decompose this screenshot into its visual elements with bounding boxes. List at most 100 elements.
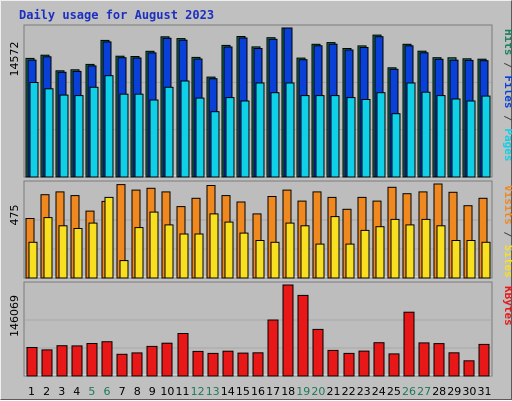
bar-kbytes-day-8	[131, 352, 143, 377]
bar-pages-day-23	[361, 99, 371, 178]
legend-item-hits: Hits	[502, 29, 512, 56]
x-tick-label-17: 17	[266, 385, 280, 398]
bar-pages-day-21	[330, 95, 340, 178]
bar-sites-day-4	[73, 228, 83, 279]
bar-pages-day-3	[59, 94, 69, 178]
bar-kbytes-day-2	[41, 349, 53, 377]
bar-kbytes-day-22	[343, 352, 355, 377]
bar-pages-day-1	[29, 82, 39, 178]
bar-kbytes-day-10	[161, 342, 173, 377]
bar-sites-day-22	[345, 243, 355, 279]
bar-pages-day-31	[481, 95, 491, 178]
bar-pages-day-16	[255, 82, 265, 178]
legend-item-kbytes: KBytes	[502, 286, 512, 326]
x-tick-label-4: 4	[73, 385, 80, 398]
bar-sites-day-15	[239, 232, 249, 279]
legend-item-files: Files	[502, 75, 512, 108]
bar-sites-day-26	[405, 224, 415, 279]
x-tick-label-20: 20	[311, 385, 325, 398]
bar-kbytes-day-7	[116, 353, 128, 377]
bar-sites-day-21	[330, 216, 340, 279]
x-tick-label-22: 22	[342, 385, 356, 398]
panel-hits-files-pages-max-label: 14572	[8, 42, 21, 77]
bar-kbytes-day-14	[222, 350, 234, 377]
bar-pages-day-5	[89, 86, 99, 178]
bar-kbytes-day-4	[71, 345, 83, 377]
bar-pages-day-30	[466, 100, 476, 178]
bar-pages-day-28	[436, 95, 446, 178]
bar-pages-day-8	[134, 93, 144, 178]
legend-separator: /	[502, 225, 512, 245]
x-tick-label-13: 13	[206, 385, 220, 398]
bar-pages-day-20	[315, 95, 325, 178]
legend-item-visits: Visits	[502, 185, 512, 225]
x-tick-label-23: 23	[357, 385, 371, 398]
bar-sites-day-30	[466, 240, 476, 279]
bar-kbytes-day-11	[177, 333, 189, 377]
bar-sites-day-11	[179, 233, 189, 279]
x-tick-label-16: 16	[251, 385, 265, 398]
bar-sites-day-13	[209, 213, 219, 279]
bar-kbytes-day-29	[448, 352, 460, 377]
bar-kbytes-day-9	[146, 345, 158, 377]
bar-kbytes-day-18	[282, 284, 294, 377]
legend-panel-3: KBytes	[502, 286, 512, 326]
legend-item-pages: Pages	[502, 128, 512, 161]
x-tick-label-28: 28	[432, 385, 446, 398]
x-tick-label-14: 14	[221, 385, 235, 398]
legend-item-sites: Sites	[502, 245, 512, 278]
x-tick-label-29: 29	[447, 385, 461, 398]
bar-sites-day-25	[390, 218, 400, 279]
bar-kbytes-day-13	[207, 352, 219, 377]
bar-pages-day-12	[195, 97, 205, 178]
bar-sites-day-24	[375, 226, 385, 279]
bar-pages-day-18	[285, 82, 295, 178]
x-tick-label-2: 2	[43, 385, 50, 398]
bar-kbytes-day-20	[312, 328, 324, 377]
x-tick-label-11: 11	[176, 385, 190, 398]
bar-sites-day-12	[194, 233, 204, 279]
bar-sites-day-29	[451, 240, 461, 279]
bar-sites-day-31	[481, 241, 491, 279]
bar-kbytes-day-28	[433, 343, 445, 377]
bar-sites-day-3	[58, 225, 68, 279]
panel-kbytes-max-label: 146069	[8, 295, 21, 337]
bar-pages-day-29	[451, 98, 461, 178]
legend-panel-2: Visits / Sites	[502, 185, 512, 278]
bar-kbytes-day-23	[358, 350, 370, 377]
bar-pages-day-10	[164, 86, 174, 178]
x-tick-label-21: 21	[327, 385, 341, 398]
bar-sites-day-5	[88, 222, 98, 279]
x-tick-label-3: 3	[58, 385, 65, 398]
bar-sites-day-7	[119, 260, 129, 279]
bar-kbytes-day-12	[192, 350, 204, 377]
panel-visits-sites-max-label: 475	[8, 205, 21, 226]
bar-pages-day-9	[149, 99, 159, 178]
x-tick-label-8: 8	[134, 385, 141, 398]
bar-sites-day-8	[134, 227, 144, 279]
bar-pages-day-6	[104, 75, 114, 178]
bar-kbytes-day-5	[86, 343, 98, 377]
bar-kbytes-day-26	[403, 311, 415, 377]
x-tick-label-18: 18	[281, 385, 295, 398]
x-tick-label-7: 7	[119, 385, 126, 398]
bar-pages-day-15	[240, 100, 250, 178]
x-tick-label-9: 9	[149, 385, 156, 398]
bar-sites-day-28	[436, 225, 446, 279]
bar-sites-day-23	[360, 229, 370, 279]
x-tick-label-27: 27	[417, 385, 431, 398]
bar-kbytes-day-25	[388, 353, 400, 377]
legend-panel-1: Hits / Files / Pages	[502, 29, 512, 162]
bar-sites-day-20	[315, 243, 325, 279]
bar-sites-day-18	[285, 222, 295, 279]
bar-pages-day-17	[270, 92, 280, 178]
bar-pages-day-7	[119, 93, 129, 178]
bar-sites-day-9	[149, 211, 159, 279]
bar-sites-day-2	[43, 217, 53, 279]
bar-kbytes-day-1	[26, 347, 38, 377]
bar-kbytes-day-15	[237, 352, 249, 377]
x-tick-label-24: 24	[372, 385, 386, 398]
bar-pages-day-2	[44, 88, 54, 178]
x-tick-label-31: 31	[478, 385, 492, 398]
